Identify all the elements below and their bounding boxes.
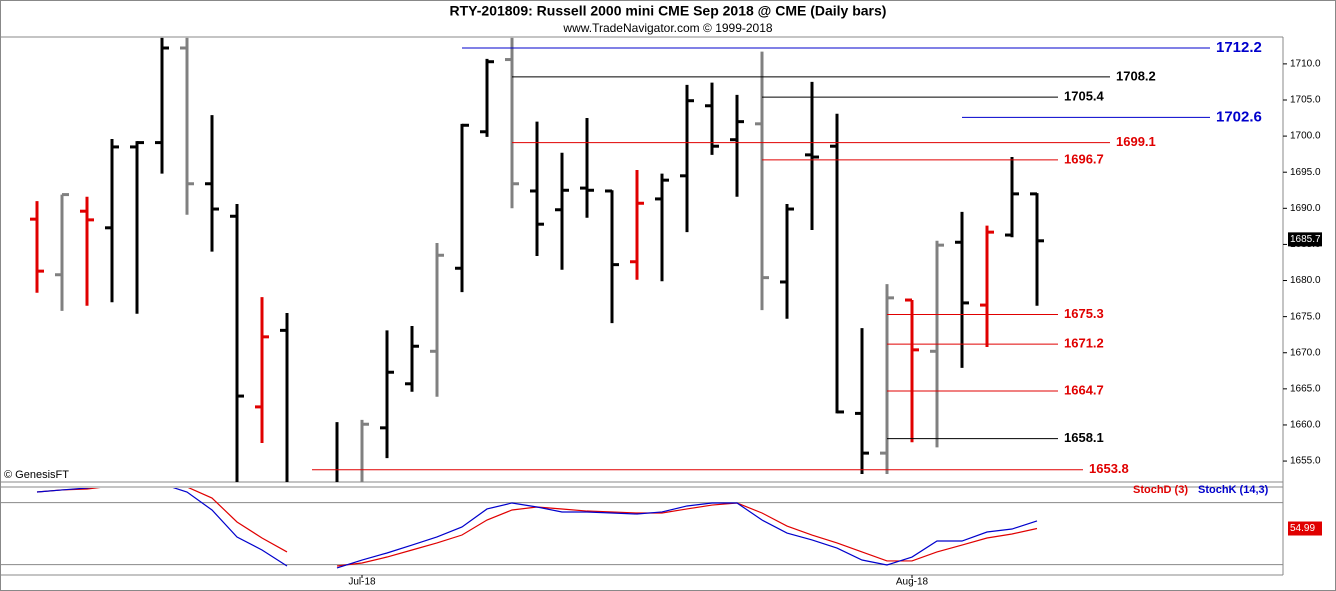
level-label: 1664.7 [1064,382,1104,397]
level-label: 1708.2 [1116,68,1156,83]
y-tick-label: 1660.0 [1290,420,1321,431]
level-label: 1696.7 [1064,151,1104,166]
stoch-value-box [1288,521,1322,536]
stoch-plot [1,488,1283,569]
level-label: 1675.3 [1064,306,1104,321]
level-label: 1653.8 [1089,461,1129,476]
y-tick-label: 1665.0 [1290,383,1321,394]
y-tick-label: 1690.0 [1290,203,1321,214]
level-label: 1702.6 [1216,108,1262,125]
chart-subtitle: www.TradeNavigator.com © 1999-2018 [562,21,772,35]
y-tick-label: 1705.0 [1290,95,1321,106]
legend-entry: StochD (3) [1133,484,1188,496]
level-label: 1699.1 [1116,134,1156,149]
y-tick-label: 1695.0 [1290,167,1321,178]
legend-entry: StochK (14,3) [1198,484,1269,496]
y-tick-label: 1700.0 [1290,131,1321,142]
last-price-label: 1685.7 [1290,234,1321,245]
x-tick-label: Jul-18 [348,577,376,588]
y-tick-label: 1655.0 [1290,456,1321,467]
stoch-line [36,488,1038,567]
stoch-value-label: 54.99 [1290,523,1315,534]
level-label: 1712.2 [1216,39,1262,56]
y-tick-label: 1670.0 [1290,347,1321,358]
credit: © GenesisFT [4,469,69,481]
stoch-line [36,488,1038,569]
y-tick-label: 1675.0 [1290,311,1321,322]
y-tick-label: 1680.0 [1290,275,1321,286]
chart-title: RTY-201809: Russell 2000 mini CME Sep 20… [450,3,887,19]
y-tick-label: 1710.0 [1290,59,1321,70]
level-label: 1705.4 [1064,89,1105,104]
x-tick-label: Aug-18 [896,577,929,588]
level-label: 1658.1 [1064,430,1104,445]
level-label: 1671.2 [1064,336,1104,351]
last-price-box [1288,232,1322,247]
